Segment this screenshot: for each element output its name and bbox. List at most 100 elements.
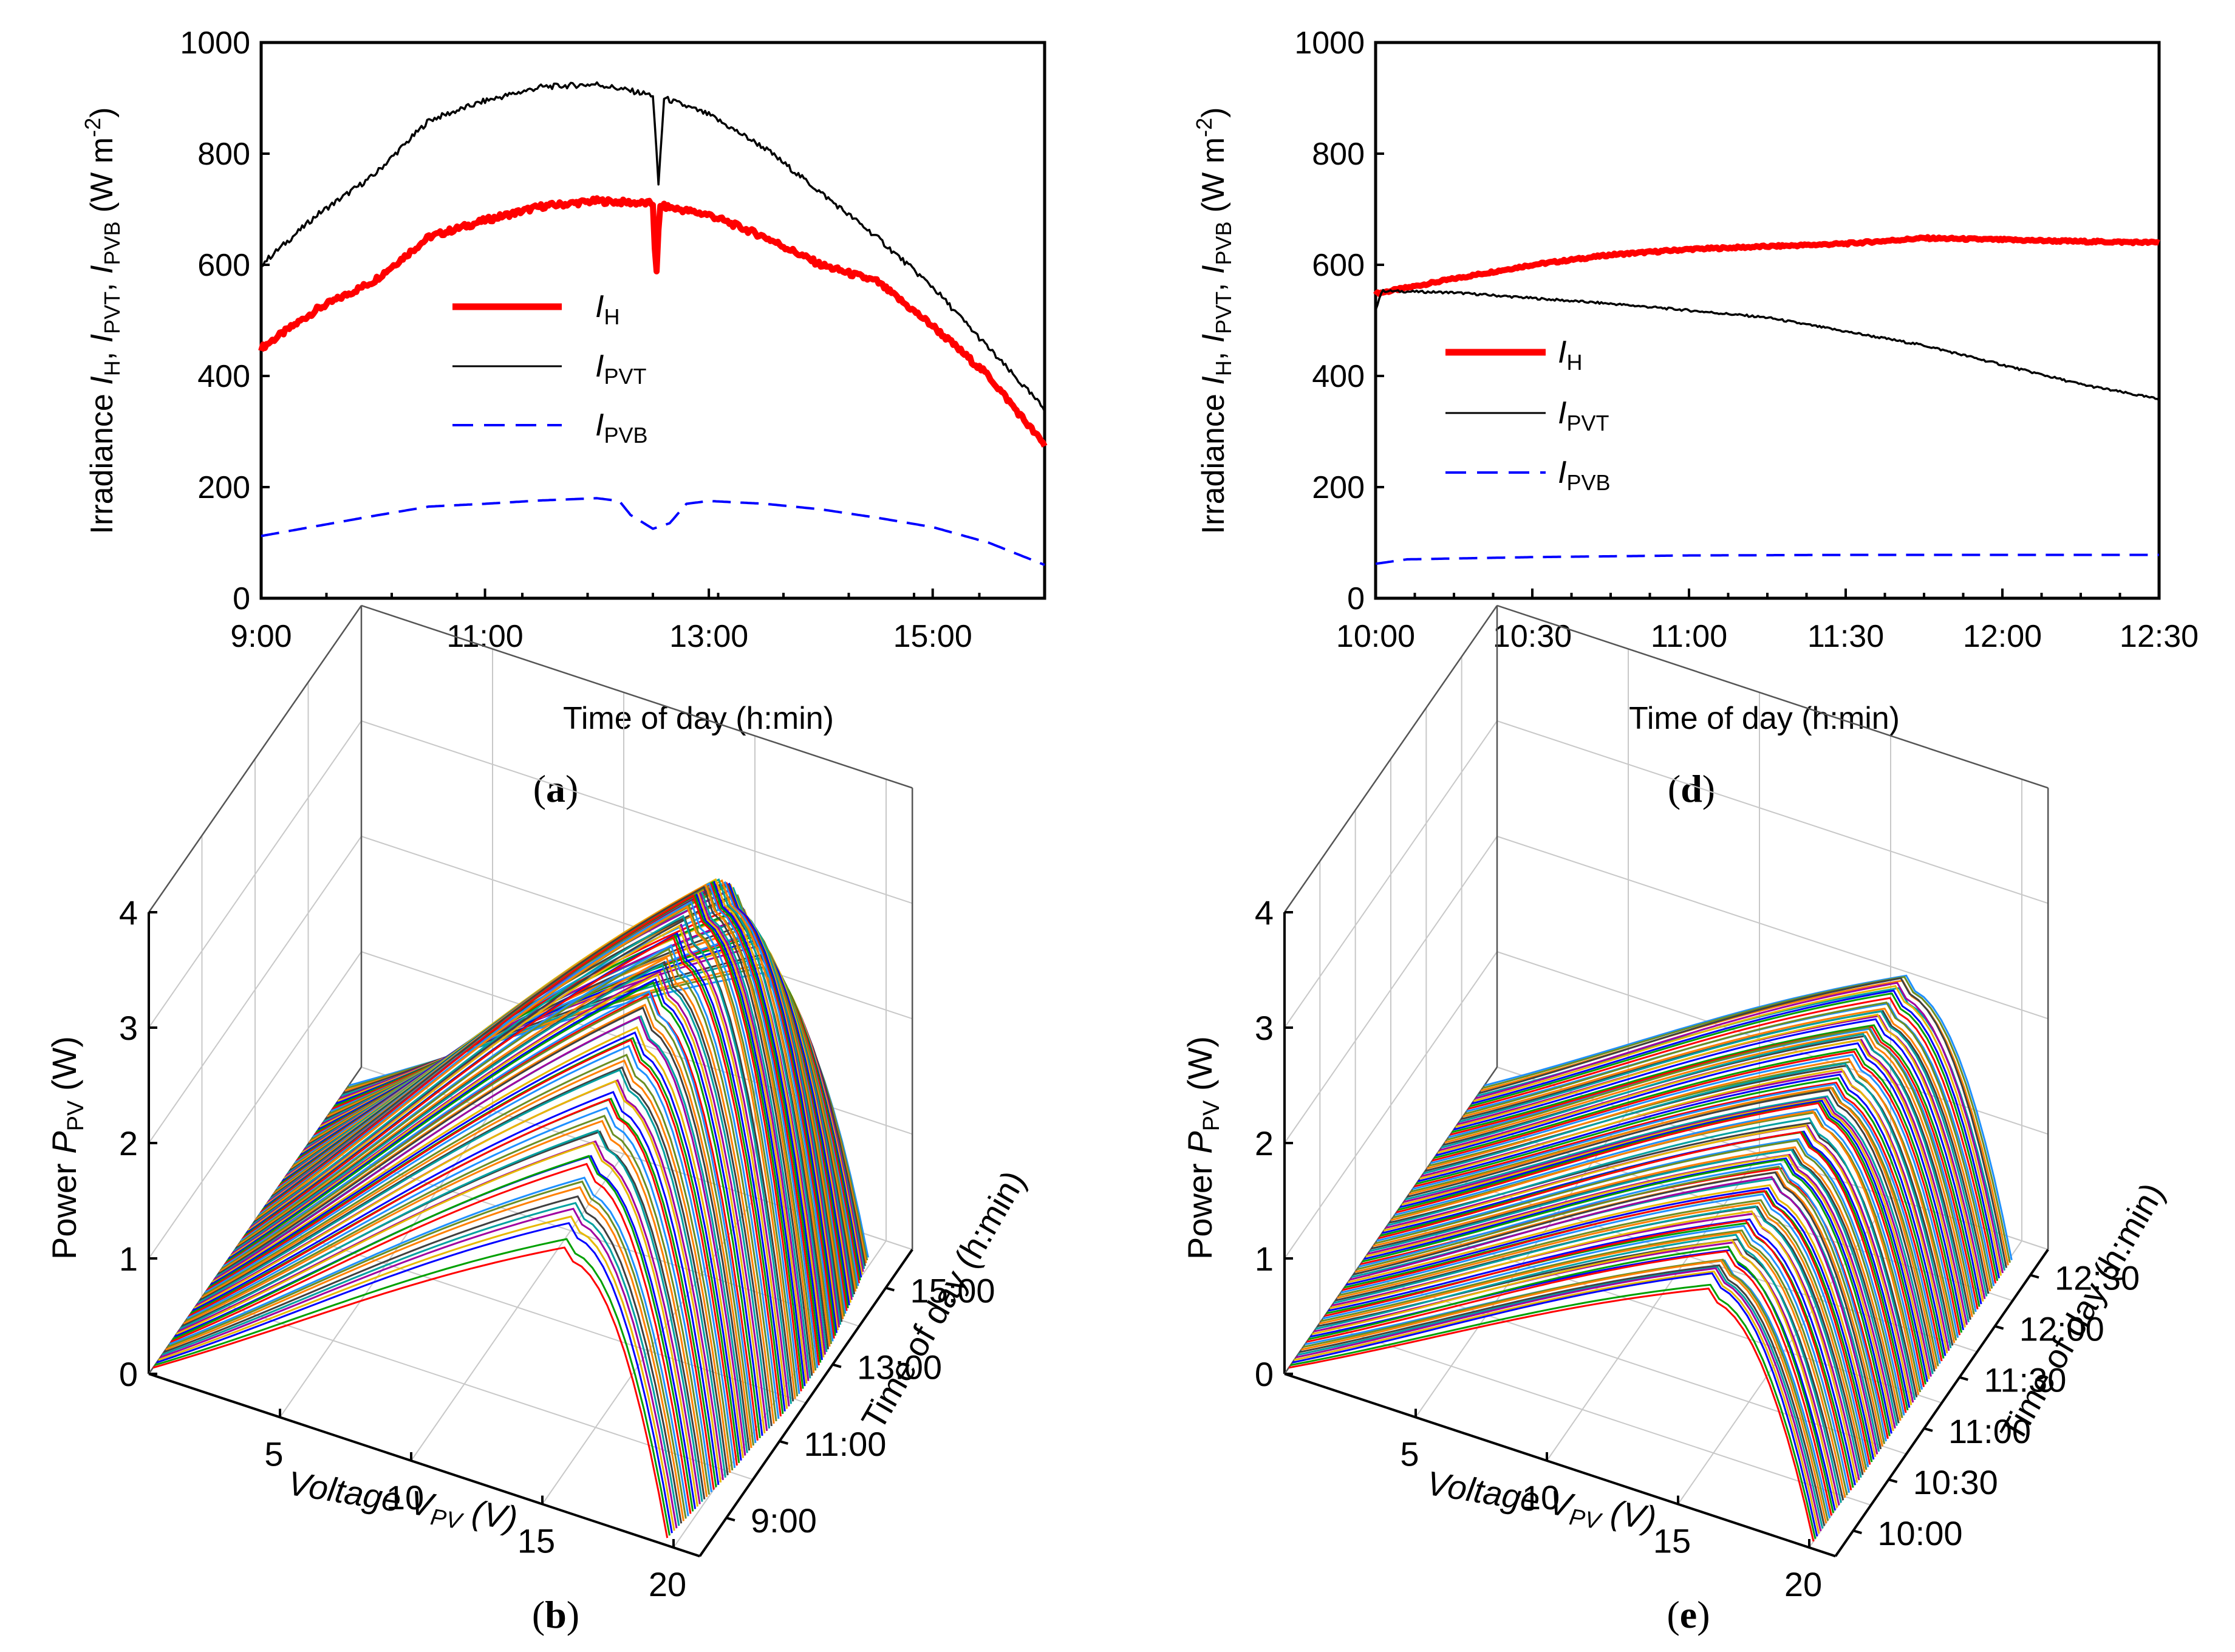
time-tick-label: 9:00 <box>751 1501 817 1540</box>
power-curve <box>1462 1007 1991 1292</box>
power-curve <box>1418 1073 1947 1356</box>
power-curve <box>1470 992 1999 1282</box>
z-tick-label: 1 <box>1255 1240 1274 1278</box>
power-curve <box>1303 1258 1829 1521</box>
legend-label-ih: IH <box>595 289 619 329</box>
power-curve <box>183 1119 708 1497</box>
power-curve <box>1405 1095 1934 1374</box>
power-curve <box>1450 1026 1979 1310</box>
caption-d: (d) <box>1668 767 1715 810</box>
time-tick-label: 10:30 <box>1913 1463 1998 1501</box>
power-curve <box>1414 1081 1943 1362</box>
time-tick-label: 10:00 <box>1877 1514 1962 1552</box>
series-line-i-h <box>1373 234 2160 297</box>
y-axis-ticks: 0 200 400 600 800 1000 <box>180 26 270 616</box>
power-curve <box>163 1195 683 1524</box>
time-tick-mark <box>2030 1274 2039 1279</box>
power-curve <box>170 1162 692 1514</box>
power-curve <box>1430 1054 1959 1338</box>
time-axis-ticks: 10:00 10:30 11:00 11:30 12:00 12:30 <box>1852 1258 2140 1552</box>
y-axis-ticks: 0 200 400 600 800 1000 <box>1294 26 1384 616</box>
grid-line-back <box>361 720 913 904</box>
x-tick-label: 10 <box>386 1478 424 1517</box>
power-curve <box>283 878 825 1357</box>
y-tick-label: 1000 <box>180 26 250 61</box>
power-curve <box>199 1066 729 1476</box>
power-curve <box>1333 1205 1862 1478</box>
y-axis-label: Irradiance IH, IPVT, IPVB (W m-2) <box>1192 108 1236 534</box>
power-curve <box>211 1026 745 1458</box>
power-curve <box>1339 1199 1868 1470</box>
y-label-close: ) <box>84 108 120 118</box>
power-curve <box>1365 1154 1894 1432</box>
grid-line-floor-t <box>202 1296 754 1480</box>
power-curve <box>1453 1018 1982 1305</box>
power-curve <box>1446 1026 1975 1315</box>
power-curve <box>271 886 813 1376</box>
power-curve <box>176 1141 698 1507</box>
power-curve <box>192 1091 720 1486</box>
caption-e: (e) <box>1667 1593 1710 1636</box>
y-label-unit: (W m <box>1196 137 1231 213</box>
y-label-var-2: I <box>84 334 120 343</box>
z-tick-label: 2 <box>1255 1124 1274 1162</box>
power-curve <box>1403 1097 1932 1377</box>
power-curve <box>1322 1224 1851 1493</box>
power-curve <box>1475 981 2004 1274</box>
x-axis-label: Voltage VPV (V) <box>1423 1464 1659 1543</box>
x-tick-label: 10:00 <box>1336 619 1415 654</box>
box-edge <box>1284 1373 1836 1558</box>
power-curve <box>1305 1259 1831 1518</box>
y-tick-label: 0 <box>1347 581 1365 616</box>
series-line-i-pvt <box>261 81 1046 412</box>
time-tick-mark <box>1888 1478 1898 1483</box>
y-tick-label: 1000 <box>1294 26 1365 61</box>
time-tick-mark <box>726 1517 735 1522</box>
power-curve <box>1292 1272 1818 1537</box>
surface-curves <box>1288 974 2013 1542</box>
panel-d-irradiance-chart: 0 200 400 600 800 1000 10:00 10:30 11:00 11:30 12… <box>1192 26 2199 810</box>
power-curve <box>1397 1101 1926 1385</box>
power-curve <box>1391 1110 1920 1395</box>
x-axis-ticks: 5 10 15 20 <box>264 1408 686 1603</box>
power-curve <box>1308 1245 1834 1514</box>
power-curve <box>1376 1138 1905 1416</box>
box-edge <box>148 1373 700 1558</box>
plot-frame <box>1374 41 2161 600</box>
time-tick-mark <box>885 1286 895 1292</box>
power-curve <box>1358 1162 1887 1442</box>
time-axis-label: Time of day (h:min) <box>854 1164 1033 1436</box>
power-curve <box>167 1180 687 1519</box>
power-curve <box>1356 1166 1886 1444</box>
z-axis-ticks: 0 1 2 3 4 <box>1255 893 1293 1393</box>
series-line-i-pvb <box>261 497 1045 566</box>
power-curve <box>247 924 788 1409</box>
panel-b-pv-power-surface: 0 1 2 3 4 5 10 15 20 9:00 11:00 13:00 15:00 Power … <box>45 604 1033 1636</box>
time-tick-label: 13:00 <box>857 1348 942 1387</box>
power-curve <box>1433 1048 1963 1333</box>
box-edge <box>1834 1249 2049 1557</box>
power-curve <box>1423 1062 1952 1349</box>
power-curve <box>226 981 761 1438</box>
legend-label-ih: IH <box>1558 335 1582 375</box>
power-curve <box>1482 975 2011 1263</box>
y-label-close: ) <box>1196 108 1231 118</box>
y-label-exp: -2 <box>1192 118 1216 137</box>
box-edge <box>1283 605 1498 913</box>
x-tick-label: 15:00 <box>893 619 972 654</box>
power-curve <box>236 956 775 1424</box>
legend-label-ipvt: IPVT <box>1558 395 1609 435</box>
power-curve <box>165 1186 684 1521</box>
power-curve <box>1374 1139 1903 1419</box>
power-curve <box>1473 985 2002 1276</box>
power-curve <box>156 1222 673 1534</box>
x-tick-label: 5 <box>1400 1435 1419 1473</box>
power-curve <box>1412 1083 1941 1364</box>
time-tick-label: 11:30 <box>1984 1361 2066 1399</box>
power-curve <box>1350 1176 1878 1455</box>
power-curve <box>186 1107 712 1492</box>
power-curve <box>1431 1050 1961 1336</box>
power-curve <box>185 1114 711 1495</box>
